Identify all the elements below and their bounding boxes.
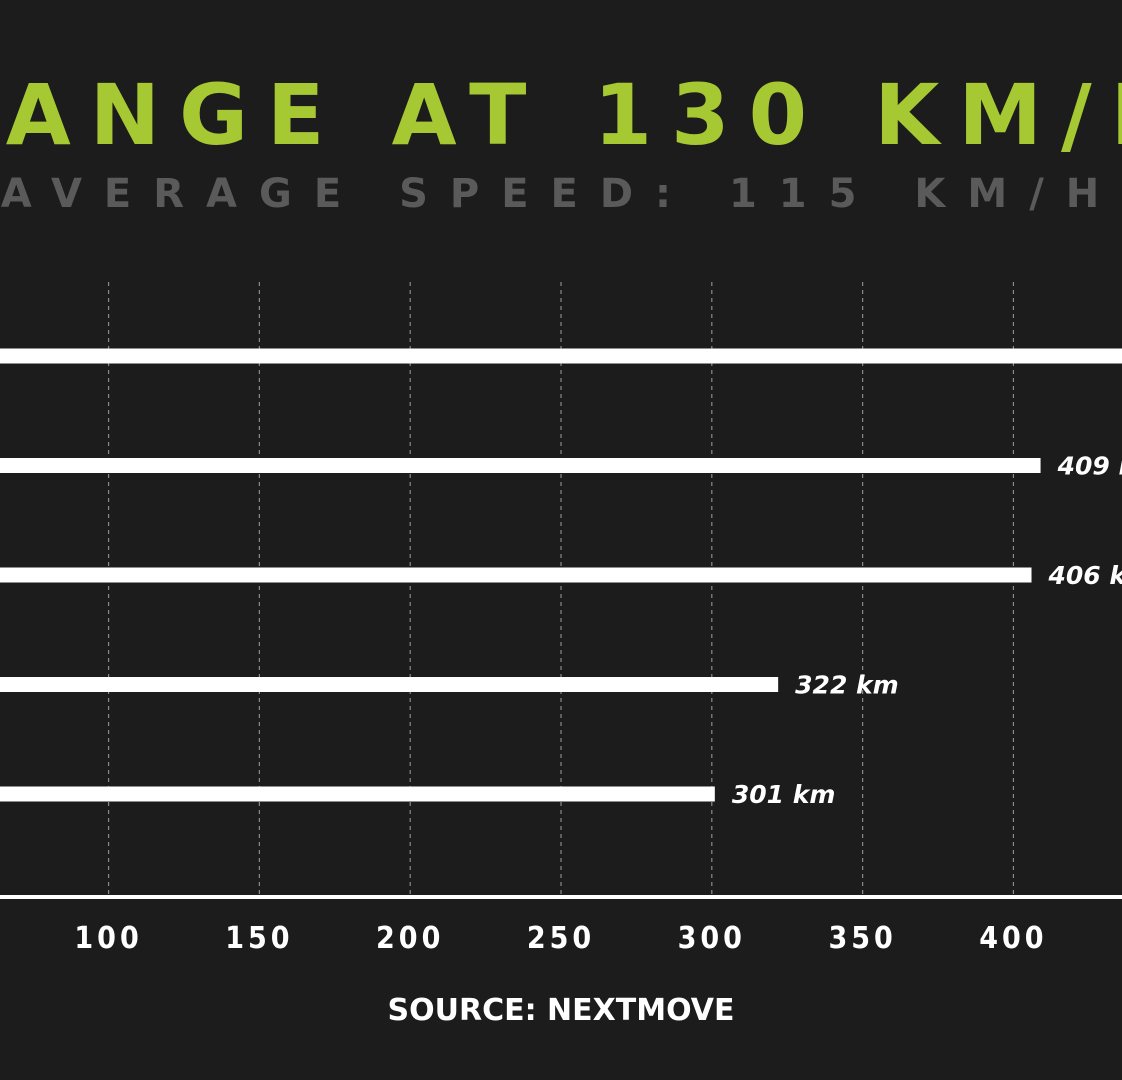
bar-5 <box>0 786 715 802</box>
x-tick-label-300: 300 <box>678 921 746 956</box>
bar-1 <box>0 348 1122 364</box>
source-note: SOURCE: NEXTMOVE <box>388 993 735 1028</box>
bar-2 <box>0 458 1041 473</box>
bar-3 <box>0 567 1032 583</box>
x-tick-label-200: 200 <box>376 921 444 956</box>
x-tick-label-400: 400 <box>979 921 1047 956</box>
value-labels: 409 km 406 km 322 km 301 km <box>732 452 1122 810</box>
bar-4-value-label: 322 km <box>795 671 899 700</box>
bar-5-value-label: 301 km <box>732 780 836 809</box>
bar-4 <box>0 677 779 692</box>
x-tick-labels: 100 150 200 250 300 350 400 <box>74 921 1047 956</box>
x-tick-label-250: 250 <box>527 921 595 956</box>
chart-title: RANGE AT 130 KM/H <box>0 66 1122 164</box>
chart-subtitle: AVERAGE SPEED: 115 KM/H <box>1 171 1122 217</box>
bar-2-value-label: 409 km <box>1057 452 1122 481</box>
x-tick-label-150: 150 <box>225 921 293 956</box>
bar-3-value-label: 406 km <box>1048 561 1122 590</box>
x-tick-label-350: 350 <box>828 921 896 956</box>
x-tick-label-100: 100 <box>74 921 142 956</box>
bars <box>0 348 1122 802</box>
